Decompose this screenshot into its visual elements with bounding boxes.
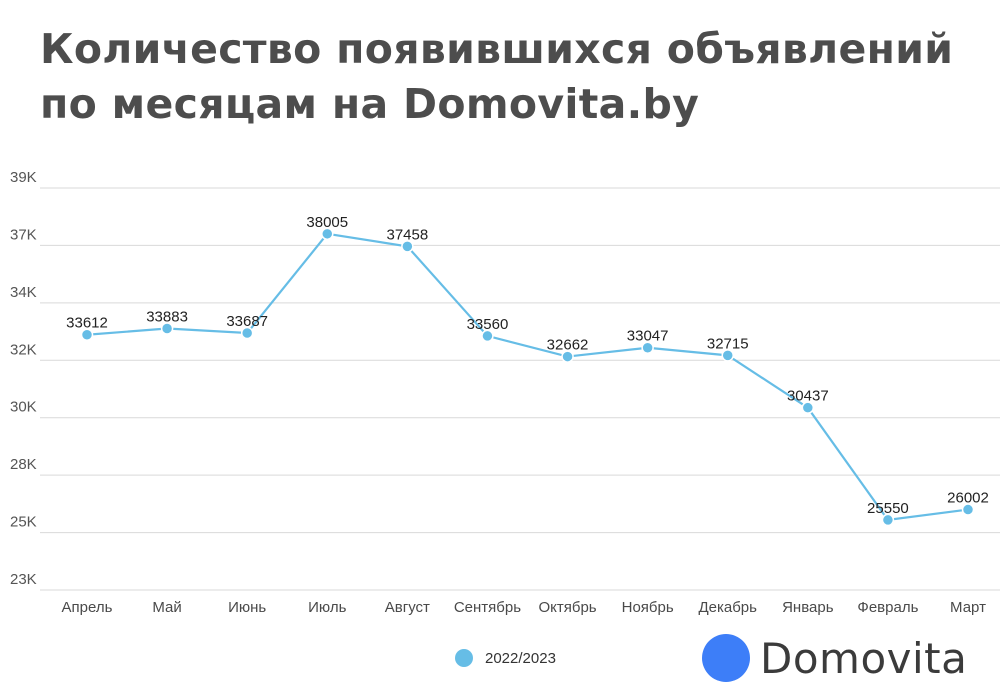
data-point[interactable] (801, 401, 815, 414)
data-point[interactable] (240, 326, 254, 340)
data-point[interactable] (561, 350, 574, 363)
brand-name: Domovita (760, 633, 968, 683)
data-label: 25550 (867, 500, 909, 517)
series-line (86, 232, 969, 522)
data-label: 26002 (947, 490, 989, 507)
x-tick-label: Июль (308, 599, 346, 616)
data-label: 32715 (707, 335, 749, 352)
data-point[interactable] (80, 328, 94, 341)
grid-layer (40, 187, 1000, 591)
chart-title-line-2: по месяцам на Domovita.by (40, 80, 700, 128)
legend-swatch (455, 649, 473, 667)
data-point[interactable] (321, 227, 334, 241)
x-tick-label: Май (152, 599, 181, 616)
legend-label: 2022/2023 (485, 649, 556, 667)
x-tick-label: Апрель (62, 599, 113, 616)
y-tick-label: 28K (10, 456, 37, 473)
axis-layer: 23K 25K 28K 30K 32K 34K 37K 39K Апрель Май Июнь Июл… (10, 169, 986, 616)
y-tick-label: 25K (10, 514, 37, 531)
x-tick-label: Октябрь (538, 599, 596, 616)
chart-title: Количество появившихся объявлений по мес… (40, 22, 990, 132)
data-label: 30437 (787, 388, 829, 405)
brand-dot-icon (702, 634, 750, 682)
data-point[interactable] (721, 349, 734, 362)
y-tick-label: 23K (10, 571, 37, 588)
point-layer (80, 227, 975, 527)
data-point[interactable] (881, 513, 895, 527)
data-label: 32662 (547, 337, 589, 354)
chart-title-line-1: Количество появившихся объявлений (40, 25, 954, 73)
x-tick-label: Июнь (228, 599, 266, 616)
x-tick-label: Ноябрь (622, 599, 674, 616)
data-label: 33612 (66, 315, 108, 332)
label-layer: 33612 33883 33687 38005 37458 33560 32662 33047… (66, 214, 989, 517)
data-point[interactable] (641, 341, 654, 354)
y-tick-label: 39K (10, 169, 37, 186)
legend[interactable]: 2022/2023 (455, 646, 556, 670)
data-point[interactable] (481, 329, 494, 343)
data-label: 33047 (627, 328, 669, 345)
x-tick-label: Сентябрь (454, 599, 521, 616)
y-tick-label: 30K (10, 399, 37, 416)
data-label: 38005 (306, 214, 348, 231)
y-tick-label: 37K (10, 226, 37, 243)
y-tick-label: 34K (10, 284, 37, 301)
data-point[interactable] (160, 322, 174, 335)
x-tick-label: Февраль (857, 599, 918, 616)
data-point[interactable] (961, 503, 975, 516)
x-tick-label: Август (385, 599, 430, 616)
data-point[interactable] (401, 240, 414, 253)
data-label: 33560 (467, 316, 509, 333)
data-label: 33687 (226, 313, 268, 330)
brand-logo: Domovita (702, 632, 967, 684)
x-tick-label: Январь (782, 599, 834, 616)
line-layer (86, 232, 969, 522)
data-label: 33883 (146, 309, 188, 326)
data-label: 37458 (387, 226, 429, 243)
x-tick-label: Декабрь (698, 599, 757, 616)
y-tick-label: 32K (10, 341, 37, 358)
x-tick-label: Март (950, 599, 986, 616)
